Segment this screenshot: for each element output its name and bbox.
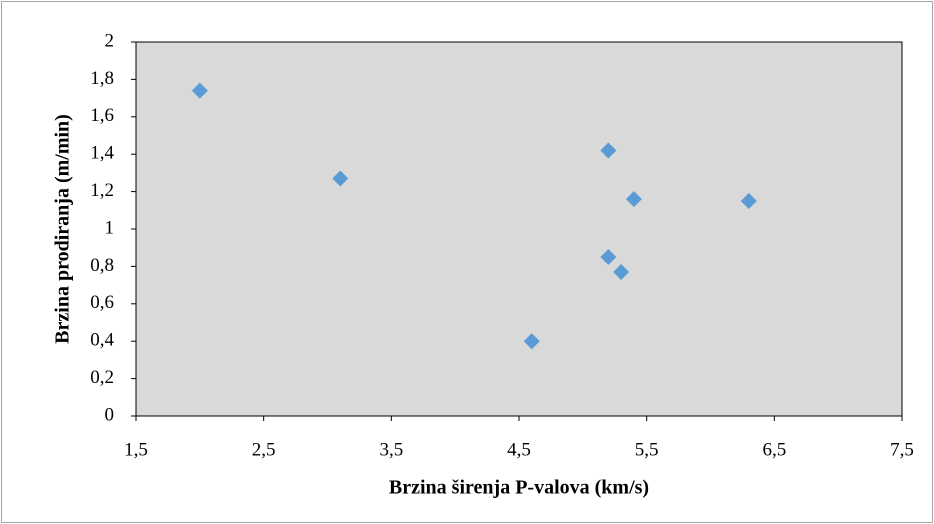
y-tick-label: 1,2 bbox=[90, 180, 114, 201]
y-tick-label: 1 bbox=[105, 217, 115, 238]
x-tick-label: 5,5 bbox=[635, 439, 659, 460]
x-tick-label: 3,5 bbox=[379, 439, 403, 460]
y-tick-label: 0,2 bbox=[90, 367, 114, 388]
marker bbox=[600, 142, 617, 159]
plot-area bbox=[135, 41, 903, 417]
y-tick-label: 0,4 bbox=[90, 330, 114, 351]
x-tick-label: 4,5 bbox=[507, 439, 531, 460]
y-tick-label: 1,6 bbox=[90, 105, 114, 126]
y-tick-label: 1,4 bbox=[90, 143, 114, 164]
y-tick-label: 1,8 bbox=[90, 68, 114, 89]
y-axis-title: Brzina prodiranja (m/min) bbox=[52, 114, 74, 344]
y-tick-label: 0,8 bbox=[90, 255, 114, 276]
marker bbox=[191, 82, 208, 99]
marker bbox=[523, 333, 540, 350]
marker bbox=[625, 191, 642, 208]
y-tick-label: 0 bbox=[105, 404, 115, 425]
marker bbox=[332, 170, 349, 187]
marker bbox=[600, 249, 617, 266]
x-tick-label: 2,5 bbox=[252, 439, 276, 460]
x-tick-label: 6,5 bbox=[762, 439, 786, 460]
marker bbox=[740, 192, 757, 209]
x-tick-label: 7,5 bbox=[890, 439, 914, 460]
x-axis-title: Brzina širenja P-valova (km/s) bbox=[389, 477, 649, 499]
y-tick-label: 2 bbox=[105, 30, 115, 51]
x-tick-label: 1,5 bbox=[124, 439, 148, 460]
marker bbox=[613, 264, 630, 281]
y-tick-label: 0,6 bbox=[90, 292, 114, 313]
